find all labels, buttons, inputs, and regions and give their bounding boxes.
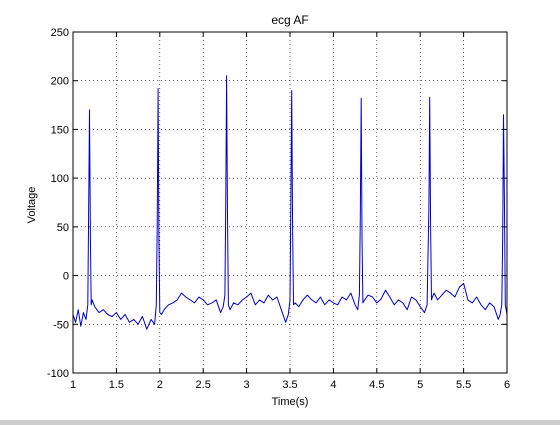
chart-title: ecg AF — [271, 13, 308, 27]
x-tick-label: 1 — [70, 379, 76, 391]
y-tick-label: 50 — [57, 222, 69, 234]
x-tick-label: 2 — [157, 379, 163, 391]
y-axis-label: Voltage — [26, 187, 38, 224]
x-tick-label: 1.5 — [109, 379, 124, 391]
plot-area — [73, 32, 507, 373]
x-axis-label: Time(s) — [272, 396, 309, 408]
x-tick-label: 2.5 — [196, 379, 211, 391]
x-tick-label: 3.5 — [282, 379, 297, 391]
y-tick-label: 200 — [51, 76, 69, 88]
x-tick-label: 6 — [504, 379, 510, 391]
y-tick-label: 0 — [63, 271, 69, 283]
y-tick-label: -100 — [47, 368, 69, 380]
y-tick-labels: -100 -50 0 50 100 150 200 250 — [47, 27, 69, 380]
y-tick-label: 150 — [51, 124, 69, 136]
x-tick-label: 5 — [417, 379, 423, 391]
x-tick-label: 4.5 — [369, 379, 384, 391]
x-tick-label: 3 — [244, 379, 250, 391]
x-tick-labels: 1 1.5 2 2.5 3 3.5 4 4.5 5 5.5 6 — [70, 379, 510, 391]
y-tick-label: 100 — [51, 173, 69, 185]
x-tick-label: 4 — [330, 379, 336, 391]
x-tick-label: 5.5 — [456, 379, 471, 391]
y-tick-label: -50 — [53, 319, 69, 331]
y-tick-label: 250 — [51, 27, 69, 39]
